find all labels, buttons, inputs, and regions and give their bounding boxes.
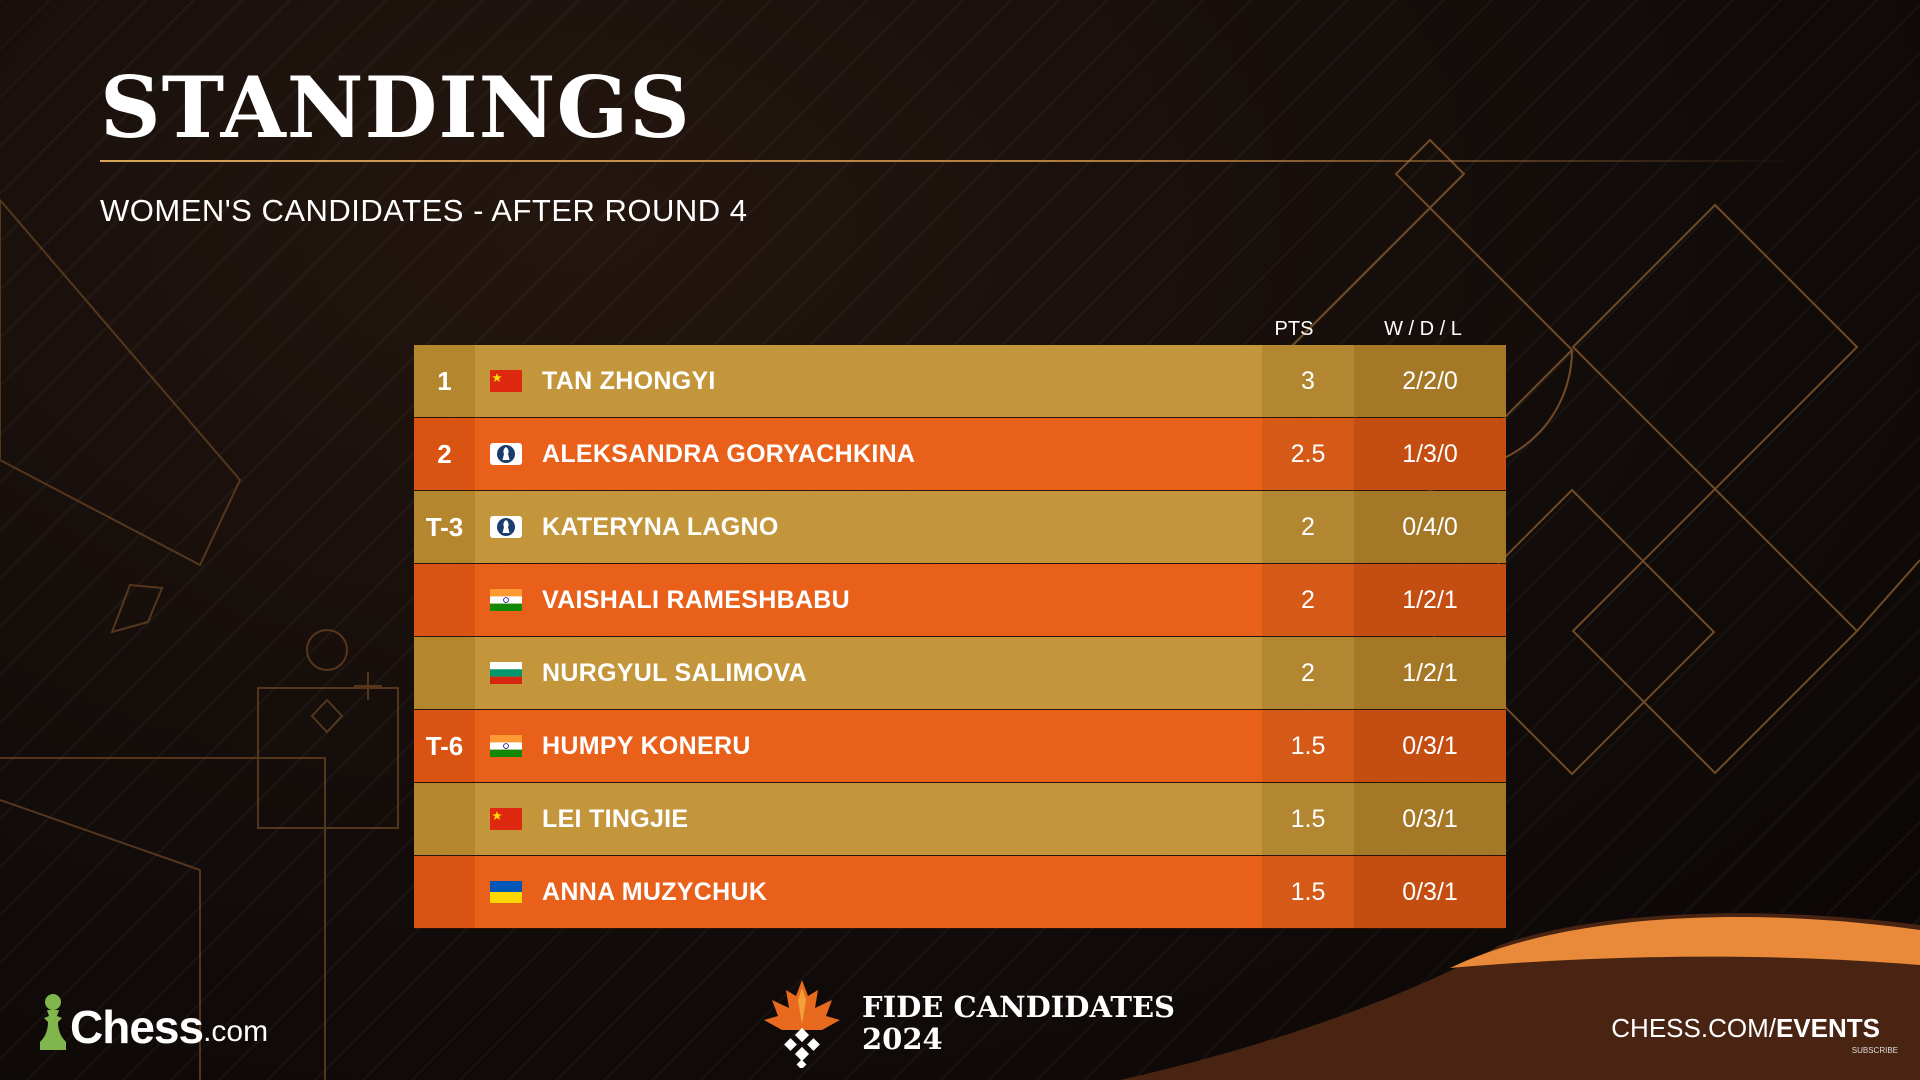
player-name: HUMPY KONERU [542, 731, 751, 760]
rank-cell: 2 [414, 418, 475, 490]
rank-cell [414, 856, 475, 928]
china-flag-icon [490, 370, 522, 392]
player-name: KATERYNA LAGNO [542, 512, 779, 541]
rank-cell: 1 [414, 345, 475, 417]
table-row: LEI TINGJIE 1.5 0/3/1 [414, 783, 1506, 856]
player-name: LEI TINGJIE [542, 804, 689, 833]
player-name: NURGYUL SALIMOVA [542, 658, 807, 687]
events-link[interactable]: CHESS.COM/EVENTS [1611, 1013, 1880, 1044]
player-name: ANNA MUZYCHUK [542, 877, 768, 906]
subscribe-watermark[interactable]: SUBSCRIBE [1851, 1046, 1898, 1055]
table-row: NURGYUL SALIMOVA 2 1/2/1 [414, 637, 1506, 710]
wdl-cell: 1/2/1 [1354, 637, 1506, 709]
pts-cell: 2 [1262, 637, 1354, 709]
event-title: FIDE CANDIDATES 2024 [862, 991, 1175, 1055]
player-cell: TAN ZHONGYI [475, 345, 1262, 417]
india-flag-icon [490, 589, 522, 611]
wdl-cell: 1/2/1 [1354, 564, 1506, 636]
pts-cell: 1.5 [1262, 783, 1354, 855]
chesscom-logo[interactable]: Chess .com [38, 992, 268, 1050]
bulgaria-flag-icon [490, 662, 522, 684]
player-cell: KATERYNA LAGNO [475, 491, 1262, 563]
player-name: ALEKSANDRA GORYACHKINA [542, 439, 916, 468]
player-cell: ALEKSANDRA GORYACHKINA [475, 418, 1262, 490]
rank-cell [414, 783, 475, 855]
ukraine-flag-icon [490, 881, 522, 903]
events-prefix: CHESS.COM/ [1611, 1013, 1776, 1043]
pts-cell: 2.5 [1262, 418, 1354, 490]
player-cell: HUMPY KONERU [475, 710, 1262, 782]
table-row: T-3 KATERYNA LAGNO 2 0/4/0 [414, 491, 1506, 564]
rank-cell: T-3 [414, 491, 475, 563]
title-divider [100, 160, 1800, 162]
player-name: VAISHALI RAMESHBABU [542, 585, 851, 614]
fide-flag-icon [490, 443, 522, 465]
player-cell: VAISHALI RAMESHBABU [475, 564, 1262, 636]
maple-leaf-chessboard-icon [764, 980, 840, 1068]
page-subtitle: WOMEN'S CANDIDATES - AFTER ROUND 4 [100, 193, 748, 228]
rank-cell: T-6 [414, 710, 475, 782]
china-flag-icon [490, 808, 522, 830]
wdl-cell: 2/2/0 [1354, 345, 1506, 417]
logo-word: Chess [70, 1001, 204, 1053]
events-suffix: EVENTS [1775, 1013, 1880, 1043]
wdl-cell: 0/4/0 [1354, 491, 1506, 563]
player-cell: ANNA MUZYCHUK [475, 856, 1262, 928]
column-header-wdl: W / D / L [1384, 318, 1462, 340]
pts-cell: 2 [1262, 491, 1354, 563]
table-row: 2 ALEKSANDRA GORYACHKINA 2.5 1/3/0 [414, 418, 1506, 491]
event-line-2: 2024 [862, 1022, 943, 1056]
player-name: TAN ZHONGYI [542, 366, 716, 395]
wdl-cell: 1/3/0 [1354, 418, 1506, 490]
fide-flag-icon [490, 516, 522, 538]
pts-cell: 1.5 [1262, 710, 1354, 782]
standings-table: 1 TAN ZHONGYI 3 2/2/0 2 ALEKSANDRA GORYA… [414, 345, 1506, 929]
column-header-pts: PTS [1274, 318, 1314, 340]
wdl-cell: 0/3/1 [1354, 783, 1506, 855]
fide-candidates-logo: FIDE CANDIDATES 2024 [762, 978, 1175, 1068]
rank-cell [414, 564, 475, 636]
pts-cell: 2 [1262, 564, 1354, 636]
pts-cell: 1.5 [1262, 856, 1354, 928]
rank-cell [414, 637, 475, 709]
wdl-cell: 0/3/1 [1354, 710, 1506, 782]
table-row: 1 TAN ZHONGYI 3 2/2/0 [414, 345, 1506, 418]
pawn-icon [40, 994, 66, 1050]
table-row: VAISHALI RAMESHBABU 2 1/2/1 [414, 564, 1506, 637]
page-title: STANDINGS [100, 58, 691, 157]
logo-suffix: .com [203, 1015, 269, 1048]
wdl-cell: 0/3/1 [1354, 856, 1506, 928]
pts-cell: 3 [1262, 345, 1354, 417]
event-line-1: FIDE CANDIDATES [862, 990, 1175, 1024]
player-cell: NURGYUL SALIMOVA [475, 637, 1262, 709]
india-flag-icon [490, 735, 522, 757]
player-cell: LEI TINGJIE [475, 783, 1262, 855]
table-row: ANNA MUZYCHUK 1.5 0/3/1 [414, 856, 1506, 929]
table-row: T-6 HUMPY KONERU 1.5 0/3/1 [414, 710, 1506, 783]
